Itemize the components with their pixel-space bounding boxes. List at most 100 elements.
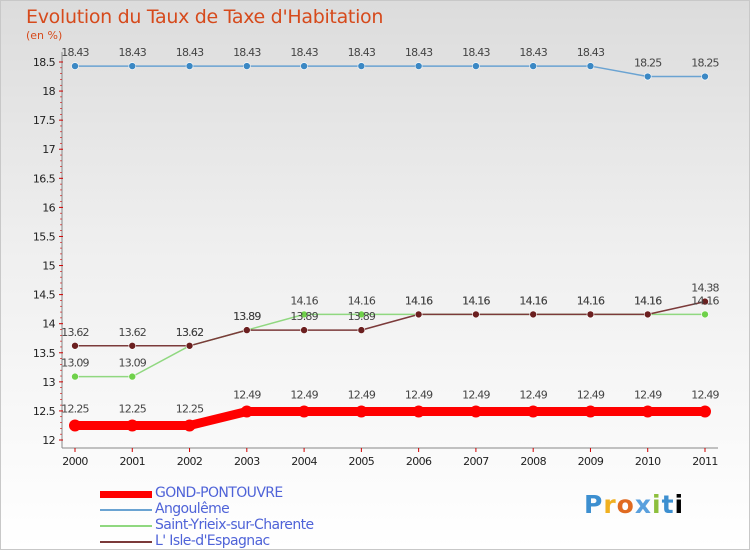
data-point-l-isle-d-espagnac: [414, 310, 423, 319]
data-label-angouleme: 18.43: [577, 46, 605, 59]
chart-unit-label: (en %): [26, 29, 63, 42]
data-point-angouleme: [472, 62, 480, 70]
data-label-gond-pontouvre: 12.49: [577, 389, 605, 402]
data-label-saint-yrieix-sur-charente: 14.16: [462, 294, 490, 307]
data-point-gond-pontouvre: [584, 405, 597, 418]
data-point-gond-pontouvre: [527, 405, 540, 418]
data-label-l-isle-d-espagnac: 14.16: [634, 294, 662, 307]
data-label-l-isle-d-espagnac: 14.16: [462, 294, 490, 307]
y-tick-label: 14: [42, 318, 55, 331]
data-label-gond-pontouvre: 12.25: [176, 402, 204, 415]
data-label-saint-yrieix-sur-charente: 13.89: [233, 310, 261, 323]
data-point-gond-pontouvre: [641, 405, 654, 418]
data-label-saint-yrieix-sur-charente: 14.16: [691, 294, 719, 307]
data-label-l-isle-d-espagnac: 13.62: [119, 326, 147, 339]
data-point-gond-pontouvre: [183, 419, 196, 432]
data-point-angouleme: [414, 62, 423, 70]
legend-label-isle-d-espagnac: L' Isle-d'Espagnac: [155, 533, 270, 549]
x-tick-label: 2001: [119, 455, 145, 468]
data-label-l-isle-d-espagnac: 14.16: [405, 294, 433, 307]
data-label-angouleme: 18.43: [348, 46, 376, 59]
legend-swatch-gond-pontouvre: [100, 491, 152, 498]
x-tick-label: 2008: [520, 455, 546, 468]
data-point-gond-pontouvre: [699, 405, 711, 418]
y-tick-label: 18.5: [33, 56, 56, 69]
data-label-angouleme: 18.43: [519, 46, 547, 59]
data-label-gond-pontouvre: 12.25: [119, 402, 147, 415]
data-label-gond-pontouvre: 12.49: [519, 389, 547, 402]
data-point-angouleme: [529, 62, 537, 70]
data-point-gond-pontouvre: [126, 419, 139, 432]
data-point-angouleme: [243, 62, 251, 70]
data-point-l-isle-d-espagnac: [529, 310, 537, 319]
x-tick-label: 2003: [234, 455, 260, 468]
series-line-l-isle-d-espagnac: [74, 300, 706, 347]
data-point-saint-yrieix-sur-charente: [701, 310, 709, 319]
data-point-saint-yrieix-sur-charente: [71, 372, 79, 381]
data-label-saint-yrieix-sur-charente: 13.62: [176, 326, 204, 339]
data-point-angouleme: [701, 72, 709, 81]
data-point-gond-pontouvre: [240, 405, 253, 418]
data-label-angouleme: 18.43: [176, 46, 204, 59]
data-point-gond-pontouvre: [298, 405, 311, 418]
proxiti-logo: Proxiti: [584, 490, 685, 519]
data-point-angouleme: [71, 62, 79, 70]
data-label-angouleme: 18.43: [290, 46, 318, 59]
data-label-saint-yrieix-sur-charente: 14.16: [577, 294, 605, 307]
data-label-saint-yrieix-sur-charente: 14.16: [519, 294, 547, 307]
x-tick-label: 2000: [62, 455, 88, 468]
data-label-angouleme: 18.43: [61, 46, 89, 59]
y-tick-label: 13: [42, 376, 55, 389]
y-tick-label: 12.5: [33, 405, 56, 418]
data-label-gond-pontouvre: 12.25: [61, 402, 89, 415]
y-tick-label: 16.5: [33, 172, 56, 185]
x-tick-label: 2011: [692, 455, 718, 468]
x-tick-label: 2002: [177, 455, 203, 468]
series-line-angouleme: [74, 65, 706, 78]
x-tick-label: 2006: [406, 455, 432, 468]
data-label-angouleme: 18.43: [462, 46, 490, 59]
data-point-l-isle-d-espagnac: [701, 297, 709, 306]
x-tick-label: 2004: [291, 455, 317, 468]
data-label-gond-pontouvre: 12.49: [691, 389, 719, 402]
series-line-gond-pontouvre: [70, 407, 710, 430]
data-label-l-isle-d-espagnac: 13.62: [176, 326, 204, 339]
data-point-angouleme: [185, 62, 194, 70]
data-point-l-isle-d-espagnac: [357, 326, 366, 334]
legend-label-saint-yrieix: Saint-Yrieix-sur-Charente: [155, 517, 314, 533]
data-point-saint-yrieix-sur-charente: [357, 310, 366, 319]
data-point-angouleme: [128, 62, 137, 70]
data-point-l-isle-d-espagnac: [472, 310, 480, 319]
x-tick-label: 2005: [349, 455, 375, 468]
data-label-saint-yrieix-sur-charente: 14.16: [634, 294, 662, 307]
data-point-angouleme: [300, 62, 308, 70]
data-point-gond-pontouvre: [69, 419, 81, 432]
x-tick-label: 2009: [578, 455, 604, 468]
y-tick-label: 15.5: [33, 230, 56, 243]
data-point-l-isle-d-espagnac: [128, 341, 137, 350]
data-label-gond-pontouvre: 12.49: [462, 389, 490, 402]
data-label-l-isle-d-espagnac: 13.89: [348, 310, 376, 323]
y-tick-label: 14.5: [33, 289, 56, 302]
x-tick-label: 2010: [635, 455, 661, 468]
data-point-gond-pontouvre: [412, 405, 425, 418]
data-point-l-isle-d-espagnac: [643, 310, 652, 319]
data-point-angouleme: [586, 62, 595, 70]
data-label-saint-yrieix-sur-charente: 13.09: [61, 357, 89, 370]
data-point-l-isle-d-espagnac: [71, 341, 79, 350]
legend-swatch-saint-yrieix: [100, 525, 152, 527]
legend-label-angouleme: Angoulême: [155, 501, 230, 517]
data-label-gond-pontouvre: 12.49: [290, 389, 318, 402]
data-label-angouleme: 18.43: [405, 46, 433, 59]
data-label-saint-yrieix-sur-charente: 14.16: [290, 294, 318, 307]
data-point-gond-pontouvre: [355, 405, 368, 418]
y-tick-label: 15: [42, 260, 55, 273]
data-label-angouleme: 18.25: [691, 57, 719, 70]
data-point-gond-pontouvre: [469, 405, 482, 418]
data-point-angouleme: [357, 62, 366, 70]
legend-swatch-angouleme: [100, 509, 152, 511]
data-label-gond-pontouvre: 12.49: [634, 389, 662, 402]
data-label-l-isle-d-espagnac: 13.89: [233, 310, 261, 323]
